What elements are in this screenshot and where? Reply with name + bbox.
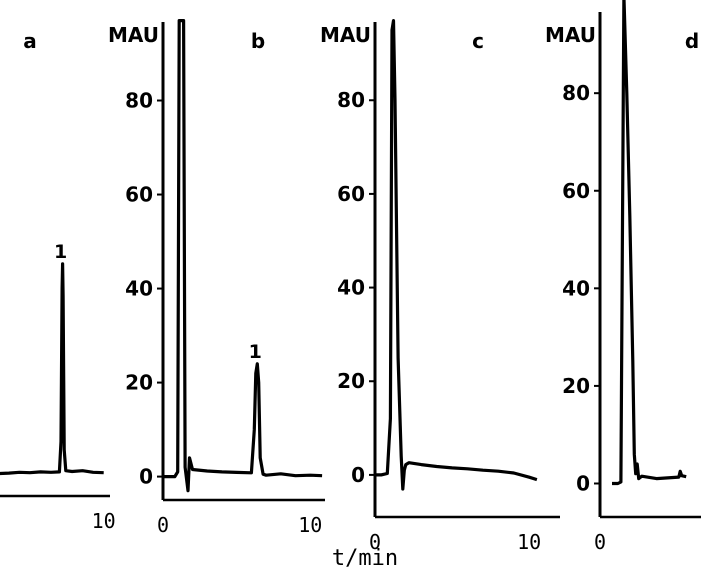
y-tick-label: 60 (562, 179, 590, 203)
x-tick-label: 10 (298, 513, 322, 537)
y-tick-label: 80 (125, 89, 153, 113)
y-tick-label: 0 (351, 463, 365, 487)
y-axis-unit-label: MAU (108, 23, 159, 47)
x-tick-label: 10 (92, 509, 116, 533)
panel-label: b (251, 29, 265, 53)
y-tick-label: 40 (562, 276, 590, 300)
chart-panel-d: 0 20 40 60 80 MAU 0 d (545, 0, 701, 554)
peak-label: 1 (54, 241, 67, 263)
chart-panel-c: 0 20 40 60 80 MAU 0 10 c (320, 19, 560, 554)
y-tick-label: 0 (576, 471, 590, 495)
panel-label: a (23, 29, 37, 53)
y-tick-label: 40 (337, 276, 365, 300)
chromatogram-trace (375, 19, 538, 491)
y-tick-label: 40 (125, 277, 153, 301)
x-tick-label: 10 (517, 530, 541, 554)
x-tick-label: 0 (157, 513, 169, 537)
chromatogram-trace (163, 19, 323, 493)
chart-panel-b: 0 20 40 60 80 MAU 0 10 b 1 (108, 19, 325, 537)
x-tick-label: 0 (594, 530, 606, 554)
y-tick-label: 60 (125, 183, 153, 207)
y-tick-label: 80 (562, 81, 590, 105)
panel-label: d (685, 29, 699, 53)
y-tick-label: 20 (337, 369, 365, 393)
peak-label: 1 (249, 341, 262, 363)
y-tick-label: 20 (562, 374, 590, 398)
chart-panel-a: 10 a 1 (0, 29, 116, 533)
y-tick-label: 80 (337, 88, 365, 112)
x-axis-title: t/min (332, 546, 398, 571)
y-tick-label: 60 (337, 182, 365, 206)
y-axis-unit-label: MAU (545, 23, 596, 47)
chromatogram-trace (612, 0, 687, 486)
panel-label: c (472, 29, 484, 53)
y-axis-unit-label: MAU (320, 23, 371, 47)
y-tick-label: 0 (139, 465, 153, 489)
x-tick-label: 0 (369, 530, 381, 554)
chromatogram-trace (0, 262, 104, 476)
y-tick-label: 20 (125, 371, 153, 395)
